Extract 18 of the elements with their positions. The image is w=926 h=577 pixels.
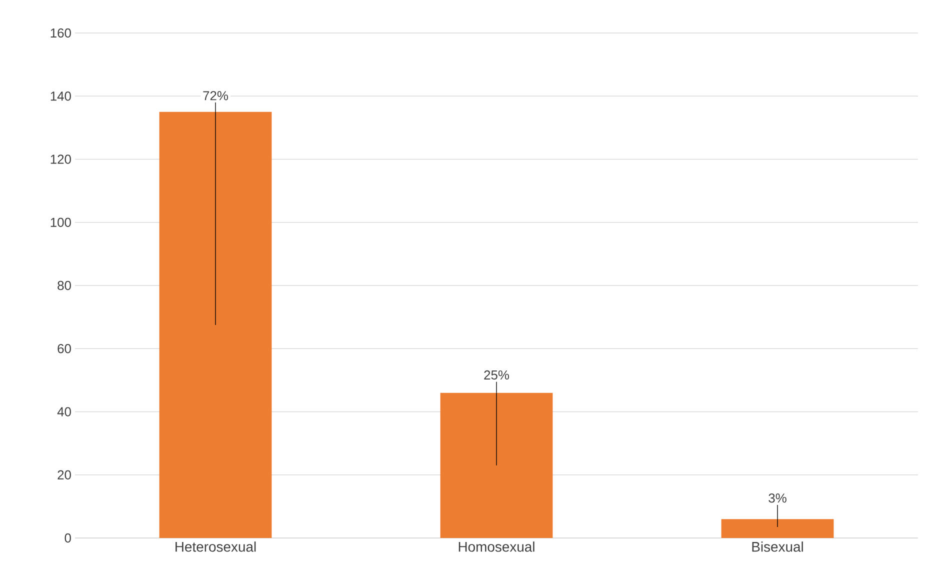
y-tick-label: 0 [64,533,71,543]
annotation: 72% [203,91,228,100]
bar [440,392,553,538]
y-tick-label: 140 [50,92,71,101]
x-tick-label: Bisexual [752,542,803,552]
annotation: 3% [768,493,786,503]
y-tick-label: 80 [58,280,71,290]
y-tick-label: 120 [50,154,71,164]
y-tick-label: 40 [57,407,71,416]
bar [159,112,272,538]
bar [721,519,834,538]
annotation: 25% [484,370,510,380]
x-tick-label: Heterosexual [176,542,256,552]
y-tick-label: 160 [50,28,71,38]
x-tick-label: Homosexual [458,542,534,552]
y-tick-label: 100 [50,218,71,227]
y-tick-label: 20 [58,470,71,480]
y-tick-label: 60 [58,344,71,354]
